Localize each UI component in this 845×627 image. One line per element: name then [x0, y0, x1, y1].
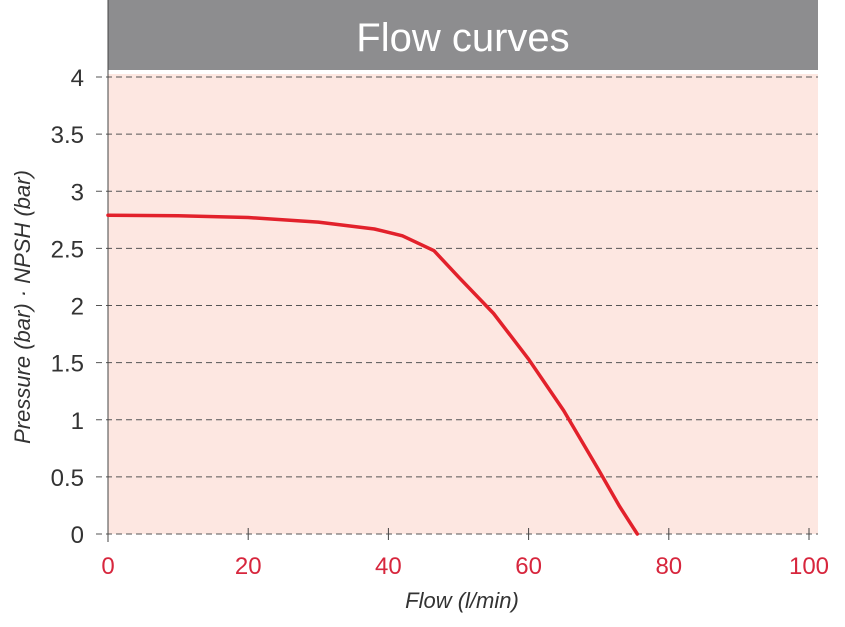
pressure-curve-line	[106, 213, 640, 536]
y-tick-label: 1	[71, 408, 84, 435]
x-tick-label: 100	[789, 553, 829, 580]
pressure-curve-point	[597, 469, 600, 471]
axes	[96, 0, 818, 542]
x-tick-label: 60	[515, 553, 542, 580]
pressure-curve-point	[433, 249, 435, 252]
pressure-curve-point	[636, 533, 639, 535]
pressure-curve-point	[618, 505, 621, 508]
pressure-curve-point	[373, 228, 376, 230]
plot-background	[108, 74, 818, 534]
title-bar	[108, 0, 818, 70]
y-tick-label: 3.5	[51, 122, 84, 149]
pressure-curve-point	[562, 409, 565, 412]
y-tick-label: 0	[71, 522, 84, 549]
y-tick-label: 3	[71, 179, 84, 206]
x-tick-label: 80	[655, 553, 682, 580]
x-tick-label: 40	[375, 553, 402, 580]
pressure-curve-point	[401, 235, 404, 237]
pressure-curve-point	[177, 215, 179, 217]
y-tick-label: 2.5	[51, 236, 84, 263]
x-tick-labels: 0 20 40 60 80 100	[101, 553, 829, 580]
chart-title: Flow curves	[356, 16, 569, 60]
series-layer	[106, 213, 640, 536]
pressure-curve-point	[457, 276, 460, 278]
x-tick-label: 20	[235, 553, 262, 580]
y-tick-label: 1.5	[51, 351, 84, 378]
y-tick-labels: 0 0.5 1 1.5 2 2.5 3 3.5 4	[51, 65, 84, 549]
pressure-curve-point	[247, 216, 249, 219]
y-tick-label: 0.5	[51, 465, 84, 492]
pressure-curve-point	[527, 358, 530, 360]
y-tick-label: 2	[71, 294, 84, 321]
pressure-curve-point	[107, 214, 109, 217]
pressure-curve-point	[317, 221, 320, 223]
pressure-curve-point	[492, 312, 495, 315]
x-tick-label: 0	[101, 553, 114, 580]
y-axis-title: Pressure (bar) · NPSH (bar)	[10, 170, 35, 444]
x-axis-title: Flow (l/min)	[405, 588, 519, 613]
y-tick-label: 4	[71, 65, 84, 92]
